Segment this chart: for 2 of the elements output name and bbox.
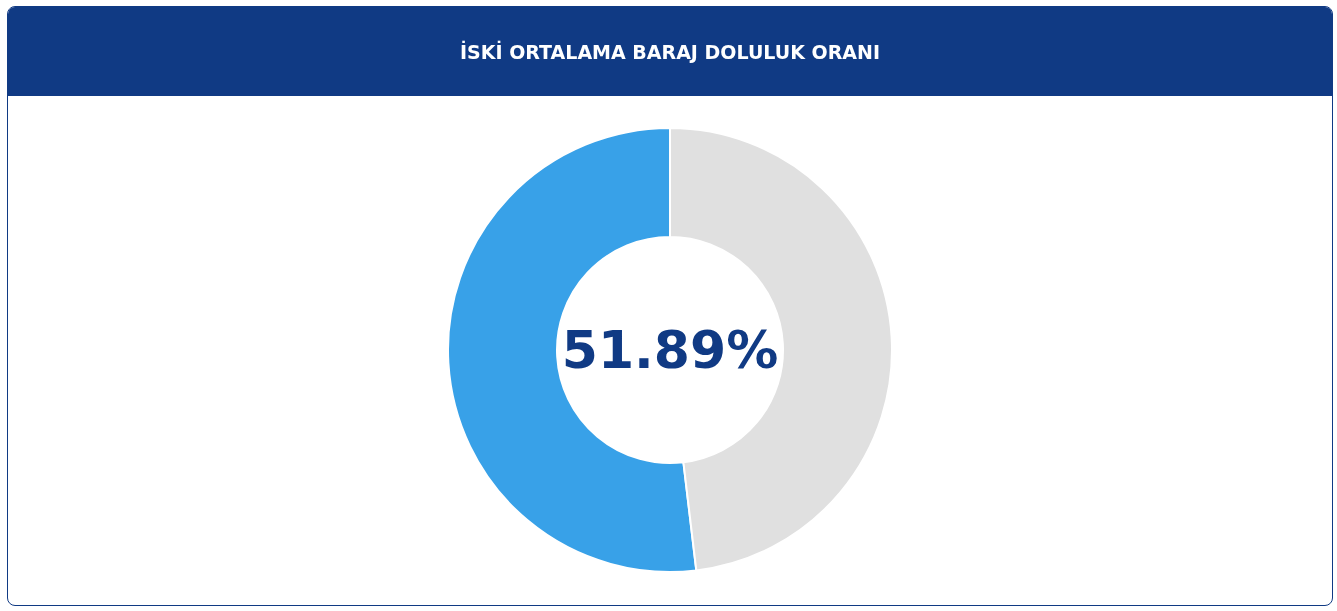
chart-title: İSKİ ORTALAMA BARAJ DOLULUK ORANI xyxy=(8,7,1332,96)
data-label: 51.89% xyxy=(561,320,779,380)
